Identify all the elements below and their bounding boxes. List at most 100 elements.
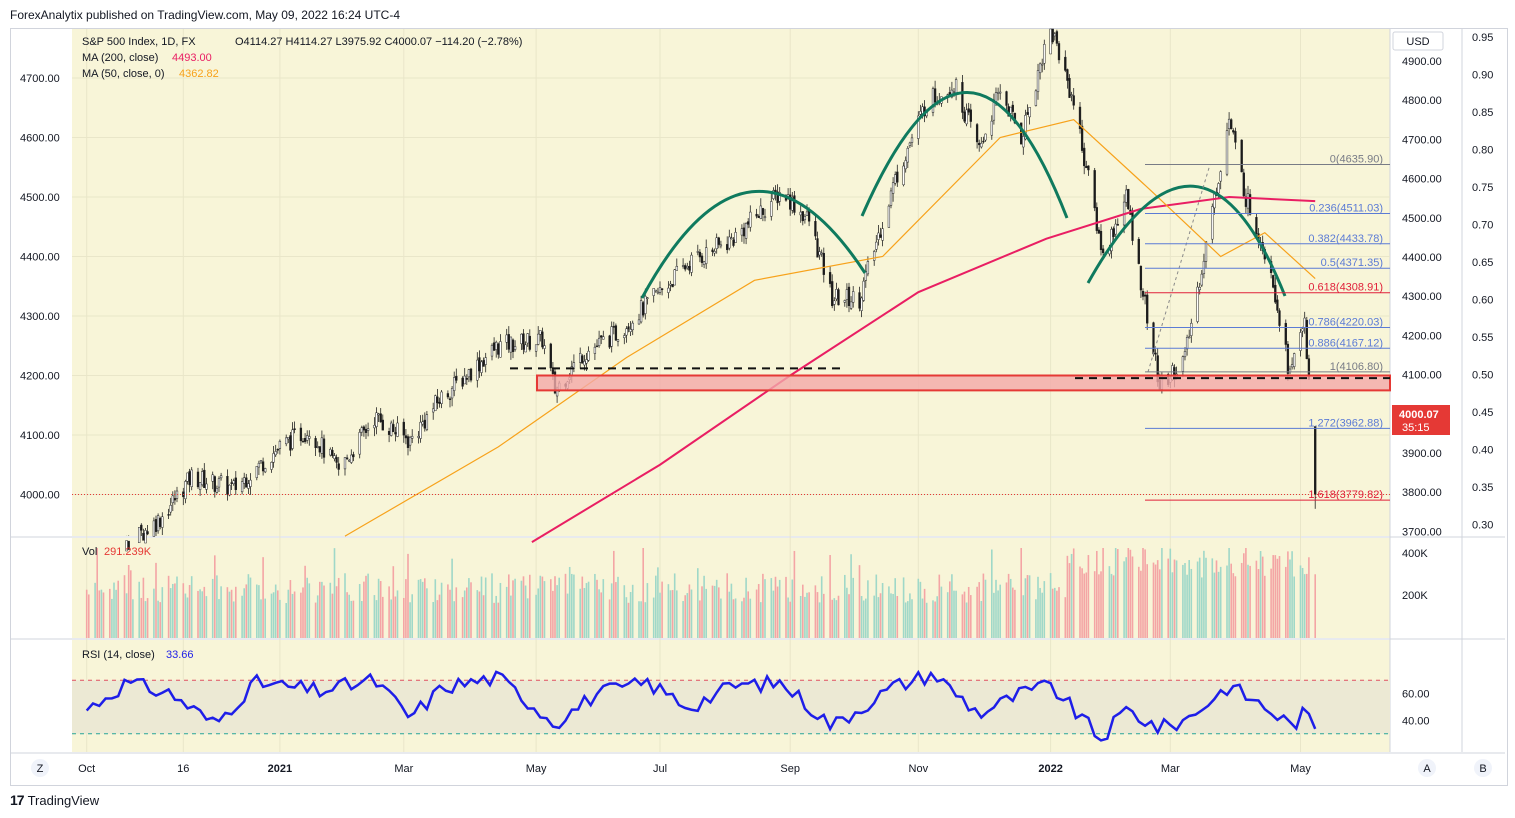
chart-canvas[interactable]: 0(4635.90) 0.236(4511.03) 0.382(4433.78) 0.… <box>10 28 1506 784</box>
volume-bar <box>629 591 632 638</box>
volume-bar <box>671 590 674 638</box>
volume-bar <box>949 581 951 638</box>
candle-body <box>1034 90 1038 106</box>
candle-body <box>1112 228 1115 237</box>
volume-bar <box>835 600 838 638</box>
volume-bar <box>1230 563 1232 638</box>
volume-bar <box>247 574 250 638</box>
candle-body <box>511 339 515 353</box>
candle-body <box>1020 122 1023 145</box>
volume-bar <box>1255 560 1258 638</box>
volume-bar <box>363 581 365 638</box>
volume-bar <box>1182 564 1184 638</box>
volume-bar <box>482 595 485 638</box>
fibonacci-retracement[interactable]: 0(4635.90) 0.236(4511.03) 0.382(4433.78) 0.… <box>1145 154 1390 502</box>
candle-body <box>881 228 884 241</box>
legend-symbol: S&P 500 Index, 1D, FX <box>82 36 196 48</box>
volume-bar <box>961 594 964 638</box>
candle-body <box>862 280 865 301</box>
drawings <box>72 91 1391 495</box>
volume-bar <box>1022 595 1025 638</box>
volume-bar <box>308 583 311 638</box>
candle-body <box>686 265 689 269</box>
candles <box>125 28 1317 552</box>
candle-body <box>154 519 158 532</box>
currency-button[interactable] <box>1392 31 1444 51</box>
volume-bar <box>1100 571 1102 638</box>
tradingview-logo: 17 <box>10 792 25 808</box>
volume-bar <box>688 584 691 638</box>
candle-body <box>190 469 193 487</box>
candle-body <box>331 450 334 457</box>
volume-bar <box>1299 565 1302 638</box>
candle-body <box>1183 351 1187 358</box>
candle-body <box>291 429 294 449</box>
volume-bar <box>1211 558 1214 638</box>
volume-bar <box>879 593 882 638</box>
volume-bar <box>747 591 749 638</box>
volume-bar <box>1043 581 1046 638</box>
auto-scale-button[interactable] <box>1418 759 1436 777</box>
volume-bar <box>907 601 909 638</box>
volume-bar <box>375 600 378 638</box>
candle-body <box>318 446 321 453</box>
candle-body <box>467 369 471 378</box>
volume-bar <box>314 602 317 638</box>
volume-bar <box>243 588 245 638</box>
volume-bar <box>627 602 630 638</box>
candle-body <box>482 360 485 367</box>
candle-body <box>660 288 664 291</box>
candle-body <box>910 137 914 143</box>
candle-body <box>425 414 429 430</box>
volume-bar <box>902 577 905 638</box>
log-scale-button[interactable] <box>1474 759 1492 777</box>
candle-body <box>864 270 867 281</box>
candle-body <box>1139 265 1143 291</box>
volume-bar <box>571 573 573 638</box>
volume-bar <box>228 591 231 638</box>
candle-body <box>581 355 584 364</box>
candle-body <box>705 247 708 264</box>
candle-body <box>637 319 641 325</box>
volume-bar <box>256 584 258 638</box>
candle-body <box>261 461 265 472</box>
candle-body <box>994 92 998 102</box>
candle-body <box>1011 104 1014 112</box>
volume-bar <box>411 594 413 638</box>
volume-bar <box>1152 562 1155 638</box>
volume-bar <box>270 593 273 638</box>
candle-body <box>669 283 672 286</box>
volume-bar <box>241 595 243 638</box>
volume-bar <box>220 586 222 638</box>
zoom-button[interactable] <box>31 759 49 777</box>
tradingview-footer[interactable]: 17 TradingView <box>10 792 99 808</box>
volume-bar <box>190 576 193 638</box>
candle-body <box>329 449 332 456</box>
candle-body <box>742 227 746 237</box>
volume-bar <box>1287 551 1289 638</box>
volume-bar <box>264 598 266 638</box>
candle-body <box>440 391 443 404</box>
ratio-axis-tick: 0.95 <box>1472 32 1493 44</box>
volume-bar <box>1005 582 1008 638</box>
candle-body <box>822 252 825 275</box>
volume-bar <box>153 588 155 638</box>
candle-body <box>860 297 863 311</box>
volume-bar <box>1012 587 1014 638</box>
volume-bar <box>484 577 487 638</box>
time-axis-tick: Sep <box>780 763 800 775</box>
right-axis[interactable] <box>1391 29 1505 752</box>
candle-body <box>759 205 762 219</box>
candle-body <box>837 289 840 306</box>
candle-body <box>1286 343 1290 374</box>
candle-body <box>1276 299 1279 311</box>
candle-body <box>625 328 628 336</box>
candle-body <box>169 505 172 513</box>
candle-body <box>1116 224 1119 226</box>
price-pane[interactable] <box>72 29 1390 536</box>
left-axis[interactable] <box>11 29 71 752</box>
candle-body <box>711 249 714 252</box>
candle-body <box>316 446 319 448</box>
candle-body <box>146 531 149 535</box>
volume-bar <box>556 585 558 638</box>
